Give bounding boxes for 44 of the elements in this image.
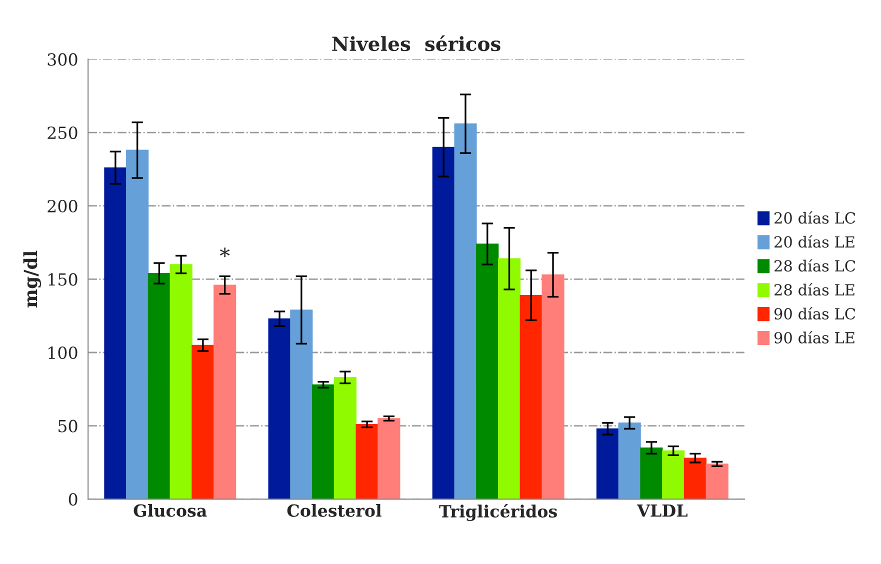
bar (596, 428, 619, 500)
legend-label: 20 días LE (774, 235, 854, 248)
bar (170, 264, 192, 500)
bar (662, 450, 685, 500)
y-tick-label: 250 (48, 126, 78, 140)
bar (542, 274, 564, 500)
bar (520, 294, 542, 500)
bar (104, 167, 127, 500)
bar (334, 377, 356, 500)
bar (640, 447, 663, 500)
x-tick-label: Triglicéridos (439, 504, 557, 522)
y-tick-label: 300 (48, 53, 78, 66)
y-tick-label: 0 (68, 493, 78, 506)
legend-label: 28 días LC (774, 259, 856, 272)
y-tick-label: 100 (48, 346, 78, 360)
bar (454, 123, 477, 500)
bar (268, 318, 291, 500)
bar (214, 284, 236, 500)
legend-label: 28 días LE (774, 283, 854, 296)
bar (618, 422, 641, 500)
bar (706, 464, 728, 500)
chart-title: Niveles séricos (332, 35, 500, 52)
bar (312, 384, 335, 500)
bar (378, 418, 400, 500)
y-tick-label: 150 (48, 273, 78, 286)
legend-label: 90 días LE (774, 331, 854, 344)
annotation: * (220, 248, 230, 258)
legend-label: 90 días LC (774, 307, 856, 320)
x-tick-label: Glucosa (134, 504, 207, 517)
y-tick-label: 200 (48, 200, 78, 212)
bar (498, 258, 521, 500)
bar (126, 150, 149, 500)
bar (476, 244, 499, 500)
bar (192, 344, 214, 500)
y-tick-label: 50 (58, 420, 78, 432)
x-tick-label: Colesterol (287, 504, 382, 517)
bar (148, 272, 170, 500)
y-axis-title: mg/dl (23, 250, 42, 308)
legend-label: 20 días LC (774, 211, 856, 224)
bar (290, 310, 313, 500)
x-tick-label: VLDL (636, 504, 688, 517)
bar (684, 458, 707, 500)
bar (356, 424, 378, 500)
bar (432, 146, 455, 500)
